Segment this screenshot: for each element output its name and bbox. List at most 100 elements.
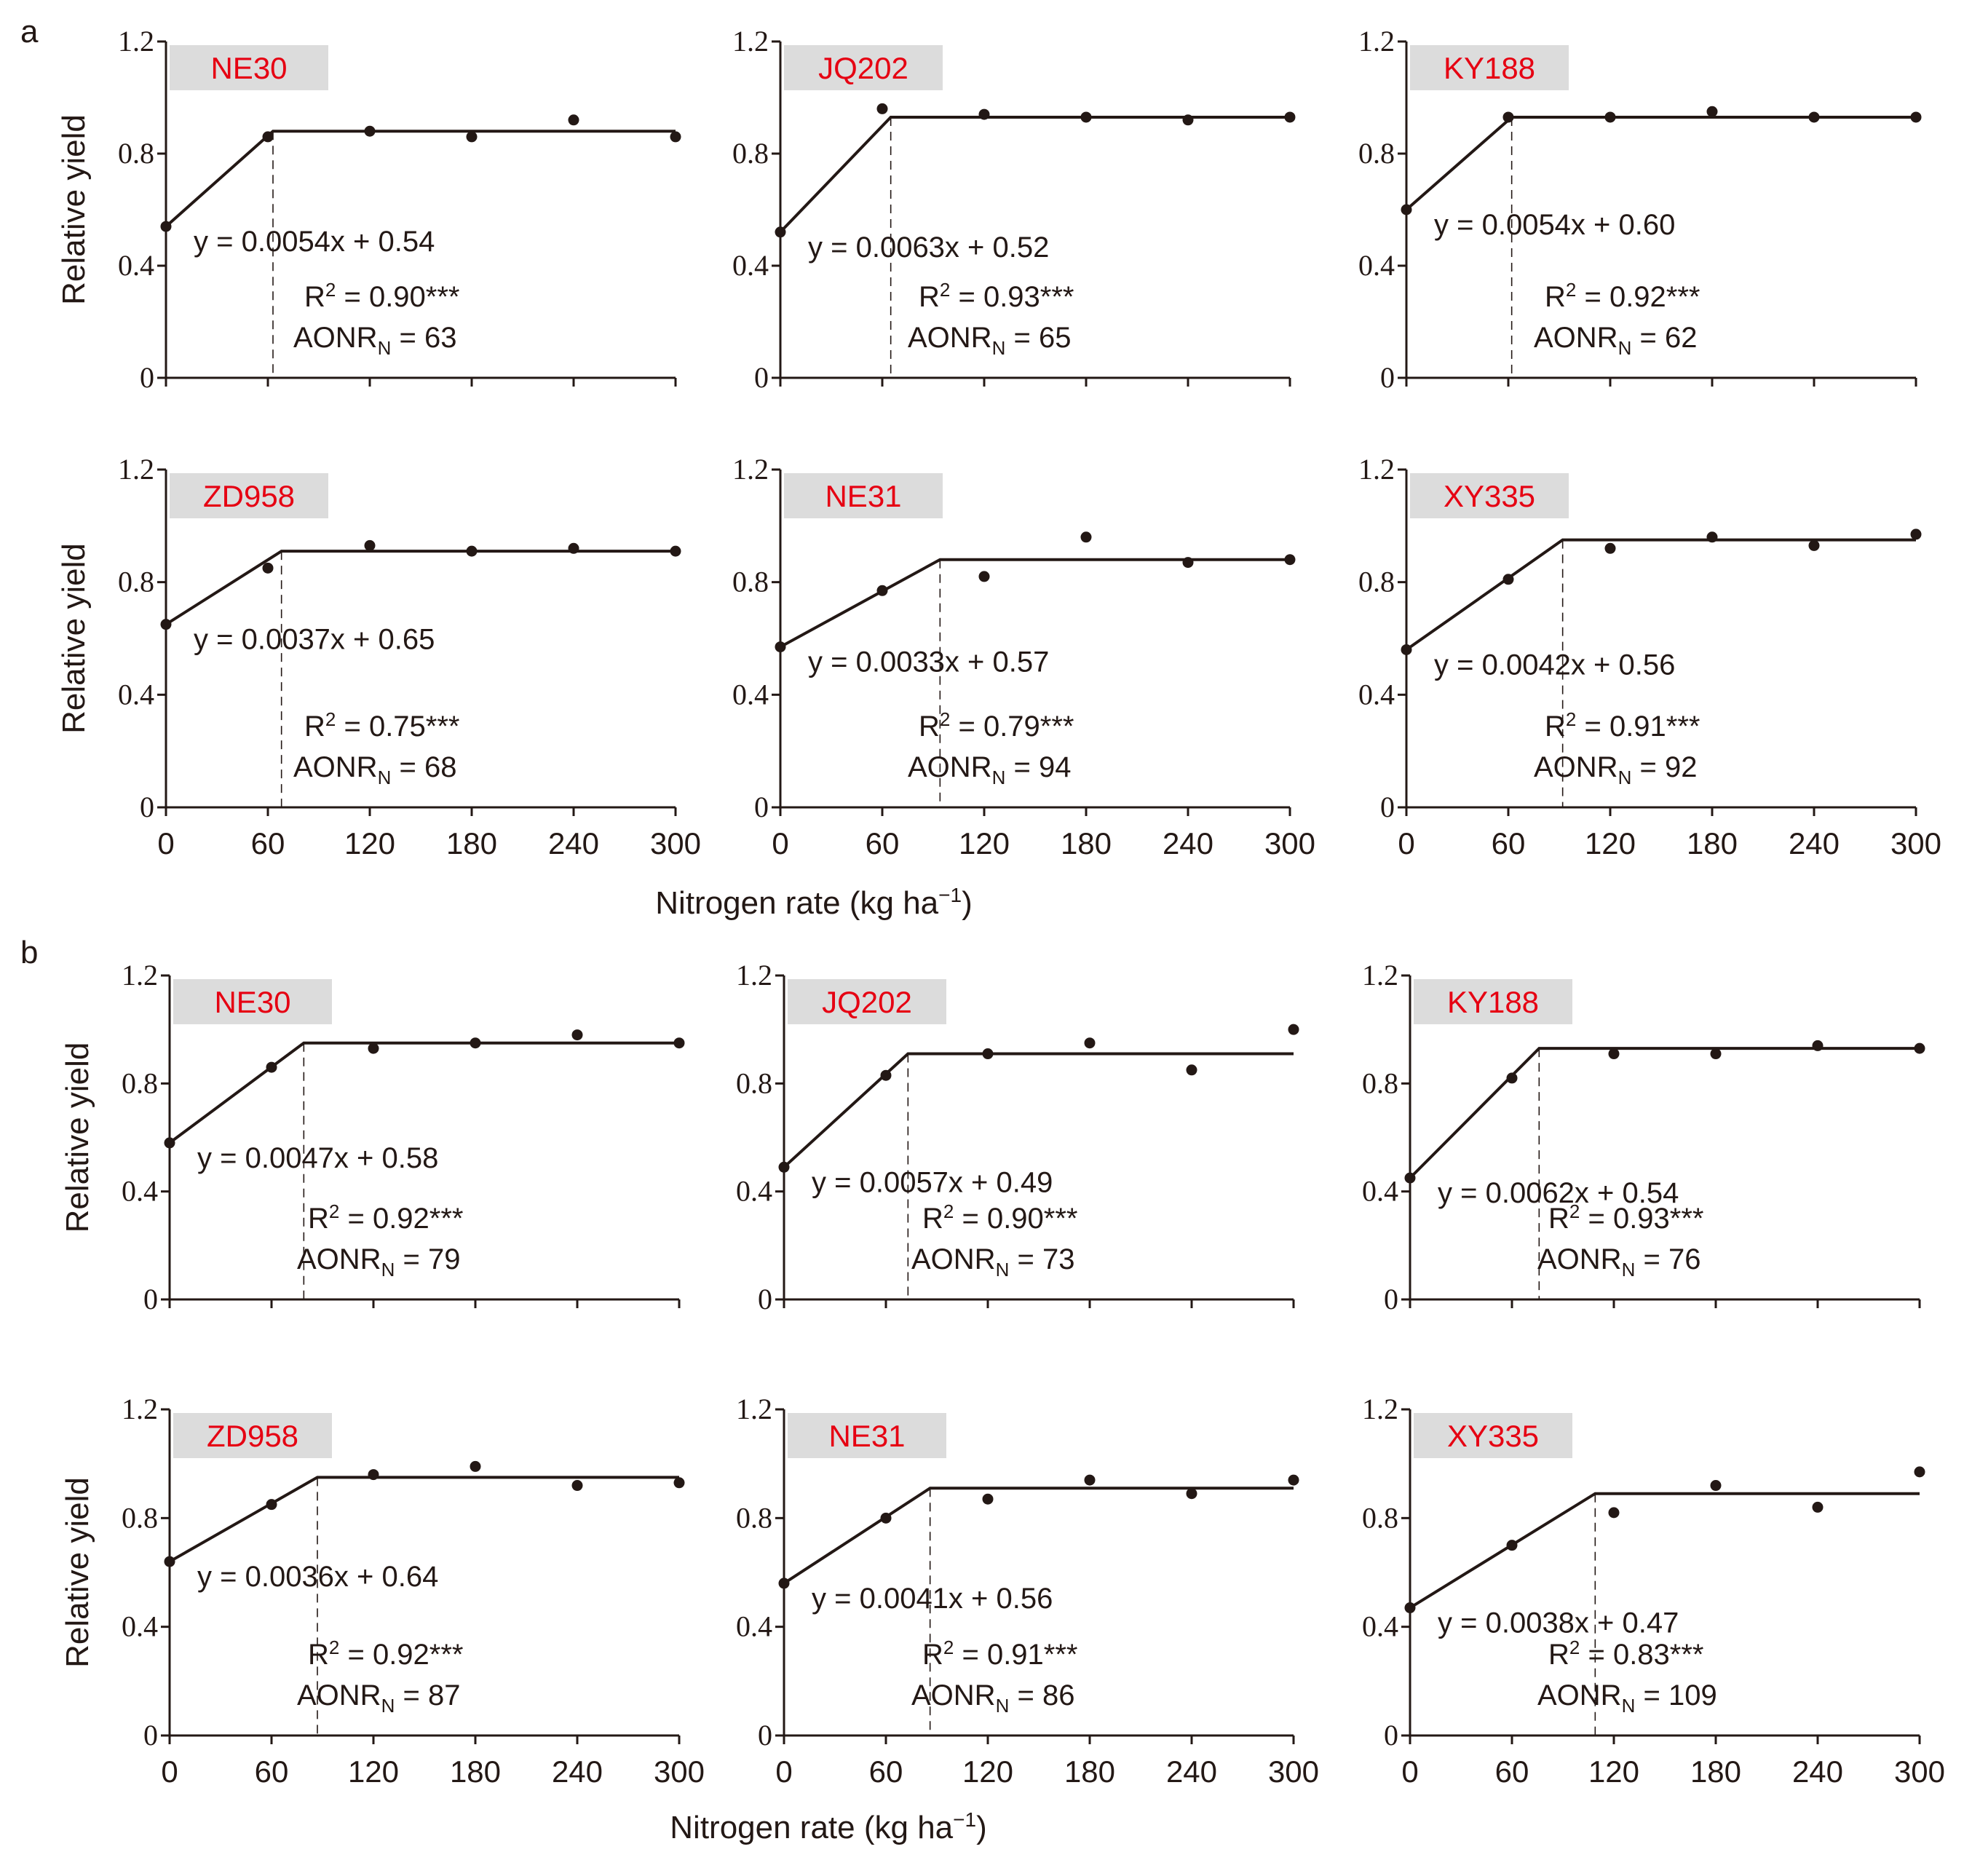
y-tick-label: 0.8: [118, 566, 154, 598]
y-tick-label: 0: [140, 791, 154, 823]
fit-line: [169, 1476, 679, 1563]
y-tick-label: 0.4: [1358, 249, 1395, 282]
data-point: [266, 1499, 277, 1511]
equation-label: y = 0.0054x + 0.60: [1434, 209, 1675, 241]
data-point: [978, 571, 990, 582]
data-point: [1502, 574, 1514, 585]
data-point: [368, 1042, 379, 1054]
data-point: [1186, 1064, 1197, 1076]
aonr-label: AONRN = 94: [908, 751, 1071, 788]
cultivar-label: JQ202: [822, 985, 912, 1019]
x-tick-label: 300: [1264, 826, 1315, 860]
y-tick-label: 0.8: [122, 1066, 158, 1099]
fit-line: [165, 550, 676, 626]
r-squared-label: R2 = 0.90***: [922, 1200, 1078, 1235]
y-tick-label: 0: [754, 361, 769, 394]
subplot-a-ky188: 0 0.4 0.8 1.2 KY188 y = 0.0054x + 0.60 R2 = 0.…: [1358, 25, 1922, 394]
data-point: [1706, 106, 1718, 117]
data-point: [670, 131, 681, 143]
x-tick-label: 180: [450, 1754, 501, 1789]
r-squared-label: R2 = 0.91***: [922, 1636, 1078, 1671]
x-axis-label-b: Nitrogen rate (kg ha−1): [670, 1808, 986, 1845]
cultivar-label: NE31: [828, 1419, 905, 1453]
data-point: [164, 1137, 175, 1149]
cultivar-label-box: [170, 473, 328, 518]
x-tick-label: 300: [1894, 1754, 1945, 1789]
data-point: [1910, 529, 1922, 540]
y-tick-label: 0.4: [118, 678, 154, 711]
equation-label: y = 0.0063x + 0.52: [808, 231, 1049, 264]
data-point: [876, 103, 888, 114]
data-point: [266, 1061, 277, 1073]
aonr-label: AONRN = 109: [1537, 1679, 1717, 1717]
x-tick-label: 180: [1687, 826, 1738, 860]
r-squared-label: R2 = 0.75***: [304, 708, 460, 743]
x-tick-label: 60: [866, 826, 900, 860]
aonr-label: AONRN = 79: [297, 1243, 460, 1281]
aonr-label: AONRN = 63: [293, 322, 456, 359]
data-point: [571, 1029, 583, 1041]
data-point: [982, 1048, 994, 1060]
data-point: [1604, 542, 1616, 554]
cultivar-label-box: [1410, 473, 1569, 518]
y-tick-label: 1.2: [1358, 25, 1395, 58]
y-axis-label: Relative yield: [60, 1477, 95, 1668]
data-point: [1404, 1172, 1416, 1184]
fit-line: [780, 558, 1290, 649]
r-squared-label: R2 = 0.92***: [308, 1200, 464, 1235]
y-tick-label: 1.2: [732, 25, 769, 58]
data-point: [1080, 531, 1092, 543]
x-tick-label: 300: [650, 826, 701, 860]
x-tick-label: 180: [446, 826, 497, 860]
y-tick-label: 0.4: [736, 1175, 772, 1208]
data-point: [670, 545, 681, 557]
r-squared-label: R2 = 0.90***: [304, 279, 460, 313]
data-point: [160, 619, 172, 630]
x-tick-label: 300: [1268, 1754, 1319, 1789]
data-point: [262, 562, 274, 574]
data-point: [1910, 111, 1922, 123]
cultivar-label: ZD958: [207, 1419, 298, 1453]
data-point: [1080, 111, 1092, 123]
data-point: [673, 1037, 685, 1049]
data-point: [1710, 1048, 1722, 1060]
y-tick-label: 0.4: [732, 678, 769, 711]
x-tick-label: 240: [1789, 826, 1840, 860]
data-point: [1506, 1072, 1518, 1084]
y-tick-label: 0.4: [1362, 1610, 1398, 1643]
data-point: [1710, 1480, 1722, 1492]
panel-letter-a: a: [20, 14, 39, 50]
x-tick-label: 0: [1398, 826, 1414, 860]
data-point: [568, 542, 579, 554]
data-point: [1808, 111, 1820, 123]
y-tick-label: 1.2: [1362, 959, 1398, 992]
data-point: [368, 1469, 379, 1481]
data-point: [775, 641, 786, 653]
cultivar-label-box: [788, 1413, 946, 1458]
y-tick-label: 0.4: [122, 1610, 158, 1643]
aonr-label: AONRN = 76: [1537, 1243, 1700, 1281]
data-point: [1812, 1501, 1824, 1513]
x-tick-label: 60: [1495, 1754, 1529, 1789]
equation-label: y = 0.0033x + 0.57: [808, 646, 1049, 678]
y-tick-label: 0.4: [122, 1175, 158, 1208]
equation-label: y = 0.0041x + 0.56: [812, 1583, 1053, 1615]
y-tick-label: 1.2: [118, 453, 154, 486]
x-tick-label: 120: [348, 1754, 399, 1789]
fit-line: [1409, 1492, 1920, 1610]
y-tick-label: 0: [1380, 361, 1395, 394]
equation-label: y = 0.0047x + 0.58: [197, 1142, 438, 1174]
y-tick-label: 1.2: [122, 959, 158, 992]
r-squared-label: R2 = 0.92***: [308, 1636, 464, 1671]
cultivar-label-box: [170, 45, 328, 90]
x-tick-label: 0: [1401, 1754, 1418, 1789]
x-tick-label: 0: [161, 1754, 178, 1789]
x-tick-label: 120: [1588, 1754, 1639, 1789]
x-tick-label: 60: [255, 1754, 289, 1789]
data-point: [1914, 1042, 1925, 1054]
data-point: [880, 1512, 892, 1524]
data-point: [1914, 1466, 1925, 1478]
aonr-label: AONRN = 73: [911, 1243, 1074, 1281]
subplot-a-ne31: 0 0.4 0.8 1.2 0 60 120 180 240 300 NE31 y = 0.0033x…: [732, 453, 1315, 860]
